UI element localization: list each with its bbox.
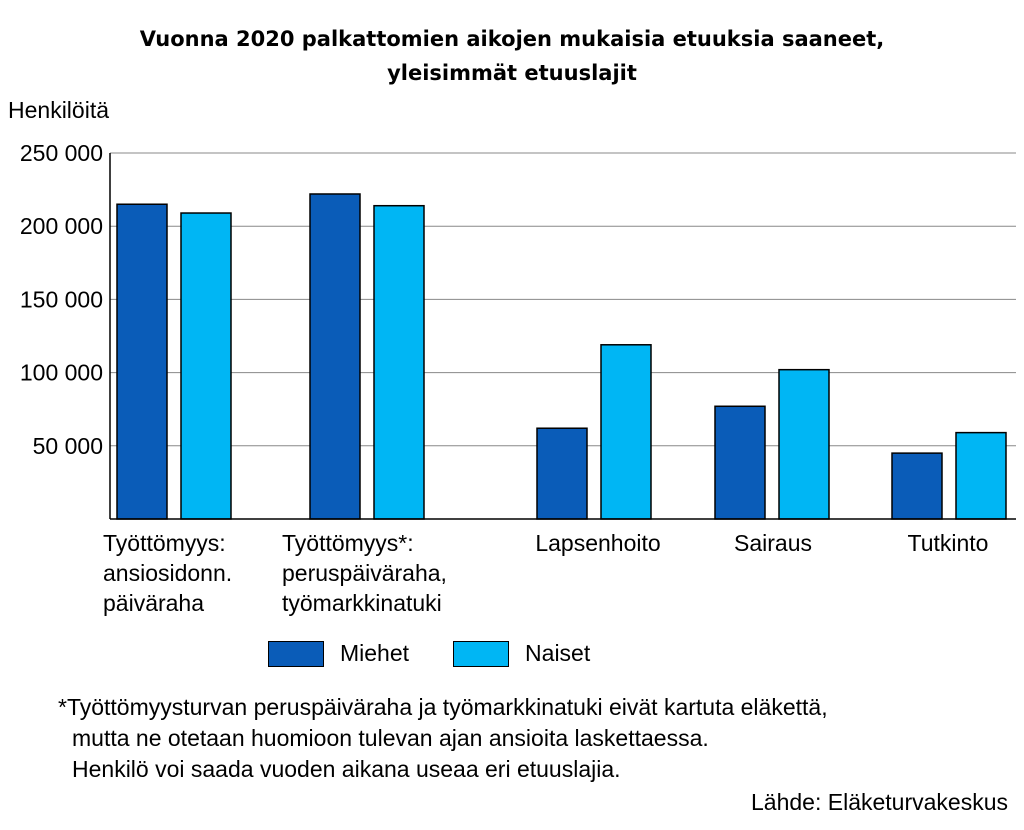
legend-label-naiset: Naiset (525, 640, 591, 666)
category-label: Sairaus (734, 530, 812, 556)
bar-miehet-2 (536, 427, 588, 520)
legend: Miehet Naiset (268, 640, 634, 667)
category-label: Työttömyys: (103, 530, 226, 556)
category-label: Työttömyys*: (282, 530, 414, 556)
footnote: *Työttömyysturvan peruspäiväraha ja työm… (58, 692, 828, 785)
y-tick-label: 200 000 (20, 213, 103, 239)
bar-naiset-1 (373, 204, 425, 520)
footnote-line-3: Henkilö voi saada vuoden aikana useaa er… (72, 756, 621, 782)
category-labels: Työttömyys: ansiosidonn. päiväraha Työttömy… (103, 530, 988, 616)
category-label: Lapsenhoito (535, 530, 660, 556)
y-tick-label: 50 000 (33, 433, 103, 459)
bar-miehet-3 (714, 405, 766, 520)
chart-title-line-2: yleisimmät etuuslajit (387, 61, 637, 85)
category-label: päiväraha (103, 590, 204, 616)
legend-item-miehet: Miehet (268, 640, 409, 667)
y-tick-label: 100 000 (20, 360, 103, 386)
y-tick-label: 250 000 (20, 140, 103, 166)
legend-swatch-miehet (268, 640, 324, 667)
bar-miehet-0 (116, 203, 168, 520)
category-label: Tutkinto (908, 530, 989, 556)
bar-miehet-4 (891, 452, 943, 520)
bar-naiset-3 (778, 368, 830, 520)
legend-swatch-naiset (453, 640, 510, 667)
bar-naiset-2 (600, 344, 652, 520)
chart-title-line-1: Vuonna 2020 palkattomien aikojen mukaisi… (139, 27, 885, 51)
chart-title: Vuonna 2020 palkattomien aikojen mukaisi… (0, 22, 1024, 90)
footnote-line-1: *Työttömyysturvan peruspäiväraha ja työm… (58, 694, 828, 720)
legend-item-naiset: Naiset (453, 640, 590, 667)
y-tick-labels: 50 000 100 000 150 000 200 000 250 000 (20, 140, 103, 459)
legend-label-miehet: Miehet (340, 640, 410, 666)
footnote-line-2: mutta ne otetaan huomioon tulevan ajan a… (72, 725, 709, 751)
source-note: Lähde: Eläketurvakeskus (751, 789, 1008, 815)
bar-naiset-4 (955, 431, 1007, 520)
bar-chart: Henkilöitä 50 000 100 000 150 000 200 000 25… (8, 97, 1016, 616)
bar-naiset-0 (180, 212, 232, 520)
y-tick-label: 150 000 (20, 286, 103, 312)
gridlines (110, 152, 1016, 447)
category-label: peruspäiväraha, (282, 560, 447, 586)
bar-miehet-1 (309, 193, 361, 520)
y-axis-label: Henkilöitä (8, 97, 109, 123)
category-label: ansiosidonn. (103, 560, 232, 586)
bars (116, 193, 1007, 520)
category-label: työmarkkinatuki (282, 590, 442, 616)
